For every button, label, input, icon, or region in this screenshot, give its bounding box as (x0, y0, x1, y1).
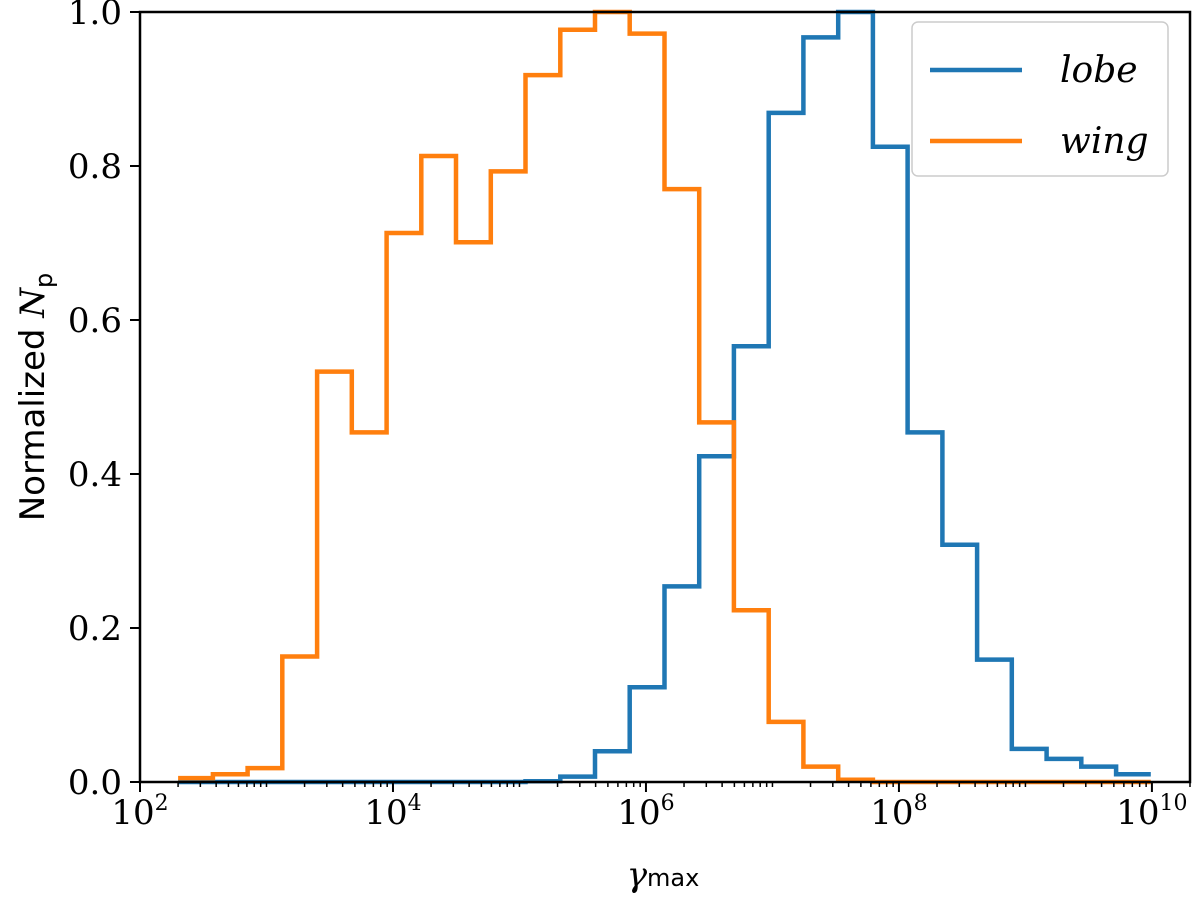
x-tick-label: 104 (364, 791, 421, 833)
x-tick-label: 108 (870, 791, 927, 833)
x-axis-label: γmax (627, 855, 700, 895)
x-tick-label: 1010 (1116, 791, 1187, 833)
plot-frame (138, 10, 1192, 784)
y-axis-label-symbol: N (13, 287, 53, 319)
x-axis-label-subscript: max (647, 864, 699, 892)
legend: lobe wing (911, 21, 1169, 177)
legend-label-lobe: lobe (1060, 50, 1138, 91)
x-axis-ticks: 102 104 106 108 1010 (111, 782, 1191, 833)
y-axis-ticks: 0.0 0.2 0.4 0.6 0.8 1.0 (68, 0, 140, 803)
y-tick-label: 0.8 (68, 147, 122, 187)
legend-label-wing: wing (1060, 121, 1149, 162)
x-tick-label: 102 (111, 791, 168, 833)
legend-box (911, 21, 1169, 177)
y-axis-label: Normalized Np (13, 273, 58, 522)
y-tick-label: 0.4 (68, 455, 122, 495)
y-tick-label: 0.2 (68, 609, 122, 649)
y-axis-label-subscript: p (30, 273, 58, 288)
y-tick-label: 0.0 (68, 763, 122, 803)
x-tick-label: 106 (617, 791, 674, 833)
x-axis-label-symbol: γ (627, 855, 648, 895)
y-axis-label-text: Normalized (13, 318, 53, 522)
y-tick-label: 0.6 (68, 301, 122, 341)
y-tick-label: 1.0 (68, 0, 122, 33)
